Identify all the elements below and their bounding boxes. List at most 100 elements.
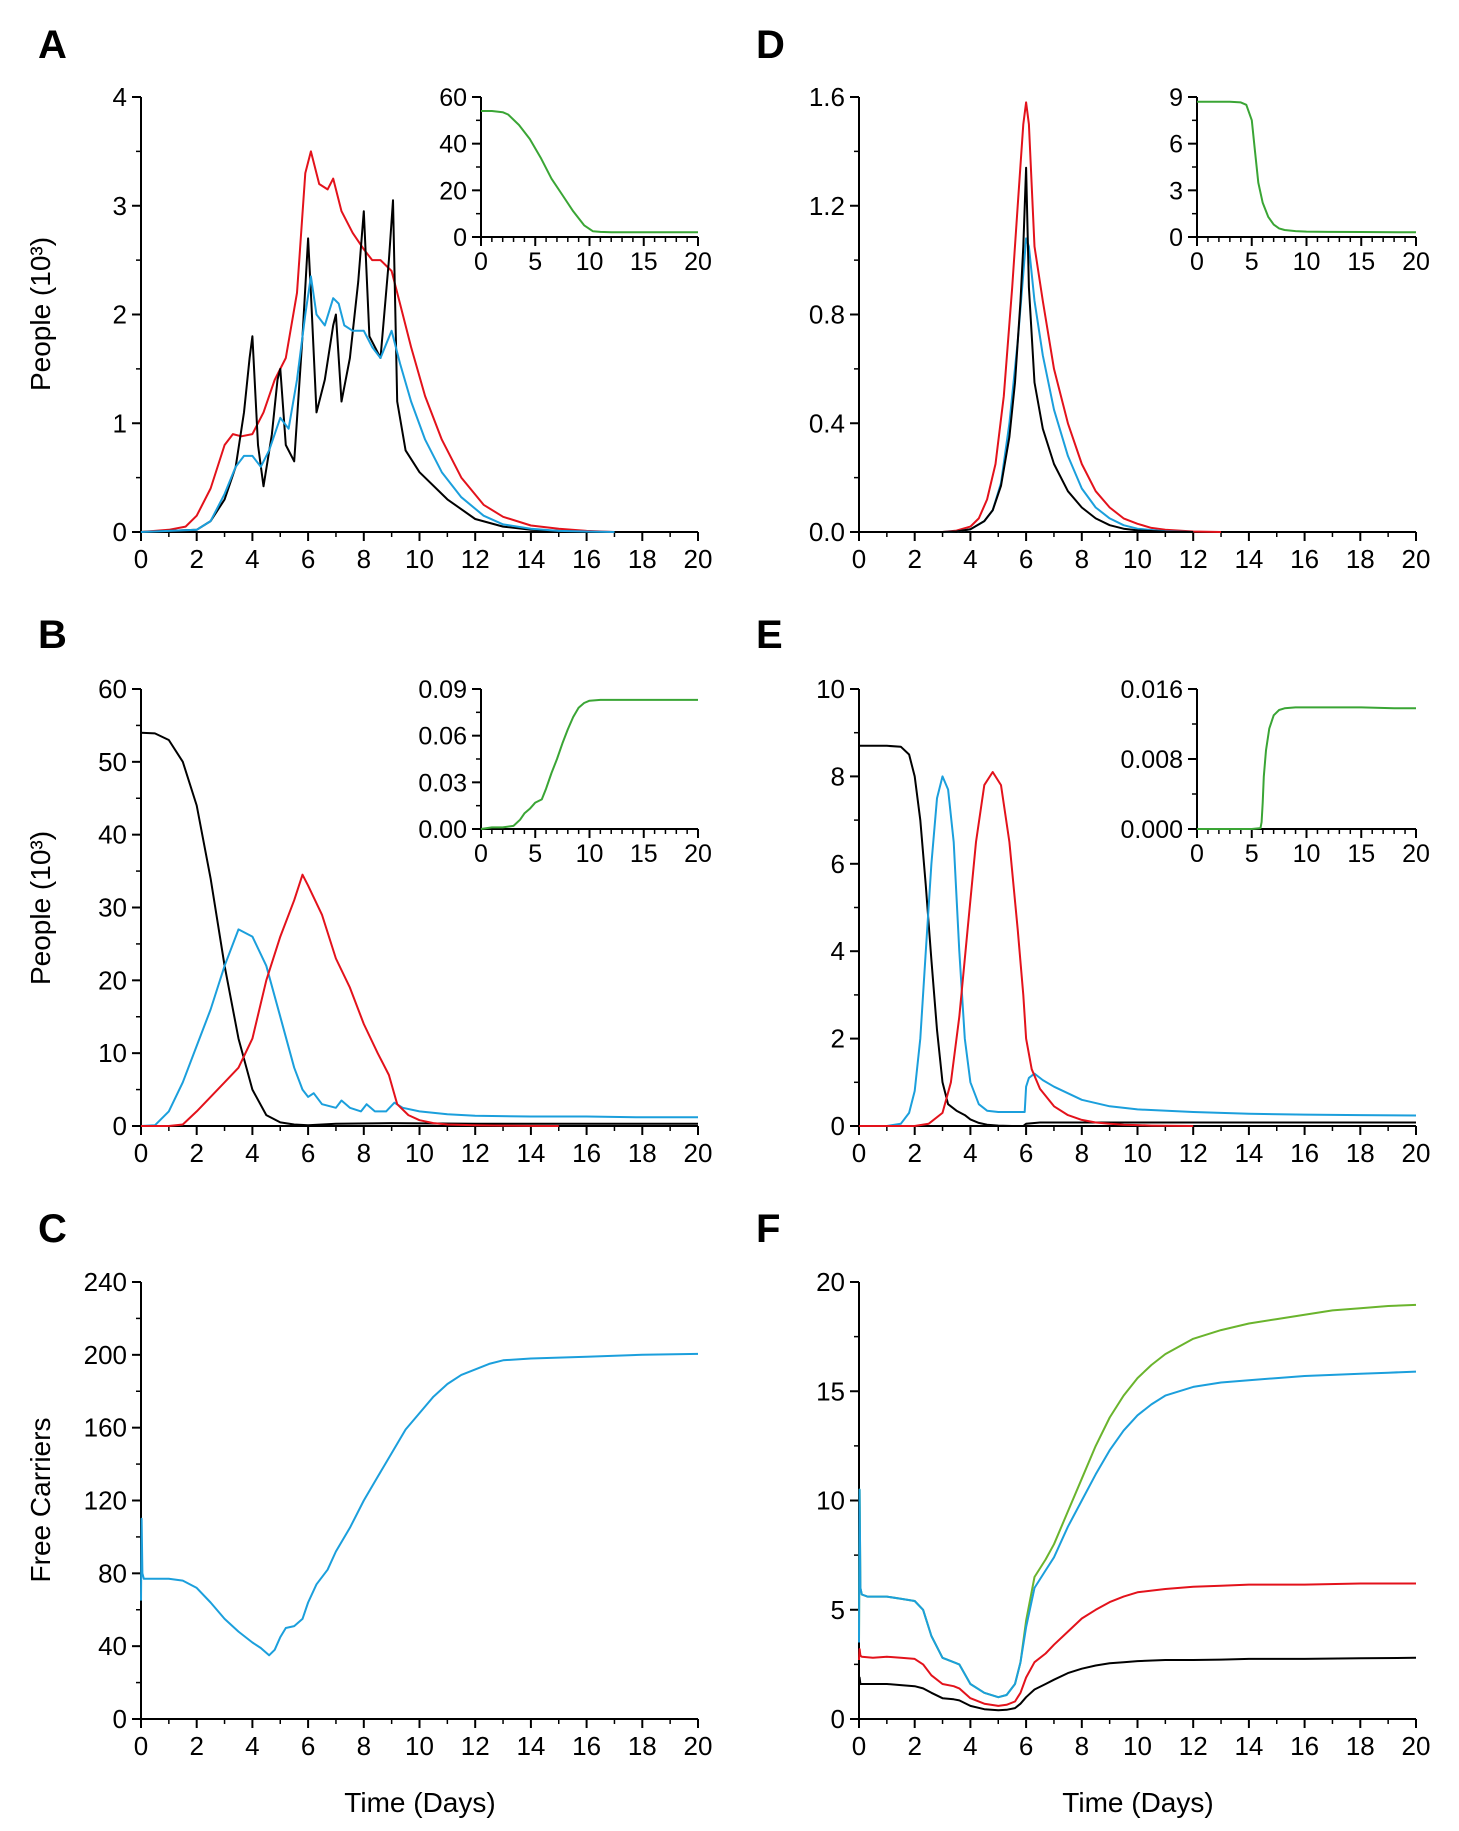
x-tick-label: 14 [516, 544, 545, 574]
x-tick-label: 10 [1123, 1731, 1152, 1761]
y-tick-label: 2 [113, 300, 127, 330]
y-axis-label: People (10³) [25, 831, 56, 985]
x-tick-label: 20 [684, 1731, 713, 1761]
inset-y-tick-label: 3 [1169, 177, 1183, 205]
x-tick-label: 12 [461, 1731, 490, 1761]
x-tick-label: 4 [963, 1138, 977, 1168]
series-blue-line [859, 237, 1194, 533]
inset-y-tick-label: 6 [1169, 131, 1183, 159]
inset-y-tick-label: 0.09 [418, 676, 467, 704]
panel-d: D 0 2 4 6 8 10 12 14 16 18 20 0.0 0.4 0.8 1.2 1.6 0 5 10 15 2… [756, 23, 1436, 574]
y-tick-label: 15 [816, 1376, 845, 1406]
panel-label: B [38, 613, 67, 657]
y-tick-label: 1.2 [809, 191, 845, 221]
x-tick-label: 4 [245, 1138, 259, 1168]
inset-x-tick-label: 10 [576, 840, 604, 868]
series-red-line [859, 771, 1194, 1127]
y-tick-label: 80 [98, 1558, 127, 1588]
x-tick-label: 2 [189, 1138, 203, 1168]
x-tick-label: 2 [189, 544, 203, 574]
inset-x-tick-label: 15 [1347, 840, 1375, 868]
x-tick-label: 6 [301, 1731, 315, 1761]
y-tick-label: 10 [98, 1038, 127, 1068]
x-tick-label: 10 [1123, 544, 1152, 574]
x-tick-label: 20 [684, 1138, 713, 1168]
series-blue-line [858, 1370, 1417, 1699]
x-tick-label: 16 [572, 1138, 601, 1168]
inset-x-tick-label: 0 [1190, 248, 1204, 276]
x-tick-label: 8 [1075, 1731, 1089, 1761]
inset-x-tick-label: 10 [576, 248, 604, 276]
inset-x-tick-label: 15 [630, 840, 658, 868]
inset-x-tick-label: 20 [1402, 248, 1430, 276]
inset-x-tick-label: 0 [1190, 840, 1204, 868]
inset-y-tick-label: 9 [1169, 84, 1183, 112]
x-tick-label: 14 [516, 1731, 545, 1761]
x-axis-label: Time (Days) [344, 1787, 495, 1818]
inset-x-tick-label: 10 [1293, 840, 1321, 868]
y-tick-label: 0.8 [809, 300, 845, 330]
x-tick-label: 16 [572, 544, 601, 574]
x-tick-label: 16 [572, 1731, 601, 1761]
inset-x-tick-label: 20 [1402, 840, 1430, 868]
inset-y-tick-label: 0.03 [418, 769, 467, 797]
y-tick-label: 160 [84, 1413, 127, 1443]
x-tick-label: 10 [405, 1138, 434, 1168]
x-tick-label: 0 [852, 544, 866, 574]
inset-chart: 0 5 10 15 20 0 20 40 60 [401, 77, 718, 277]
series-black-line [140, 199, 587, 533]
inset-y-tick-label: 0 [453, 224, 467, 252]
panel-label: F [756, 1207, 780, 1251]
y-tick-label: 6 [831, 849, 845, 879]
series-black-line [859, 166, 1194, 533]
panel-label: E [756, 613, 783, 657]
x-tick-label: 2 [907, 1138, 921, 1168]
series-red-line [859, 101, 1222, 533]
x-tick-label: 20 [1402, 1138, 1431, 1168]
x-tick-label: 6 [301, 1138, 315, 1168]
x-tick-label: 14 [516, 1138, 545, 1168]
x-tick-label: 0 [134, 1731, 148, 1761]
y-tick-label: 3 [113, 191, 127, 221]
series-blue-line [859, 775, 1417, 1127]
series-red-line [858, 1582, 1416, 1707]
panel-e: E 0 2 4 6 8 10 12 14 16 18 20 0 2 4 6 8 10 0 5 10 15 20 0.000 0.… [756, 613, 1436, 1168]
x-tick-label: 10 [405, 544, 434, 574]
inset-y-tick-label: 0.008 [1120, 746, 1183, 774]
inset-y-tick-label: 40 [439, 131, 467, 159]
inset-y-tick-label: 60 [439, 84, 467, 112]
y-tick-label: 20 [98, 965, 127, 995]
x-tick-label: 10 [1123, 1138, 1152, 1168]
y-axis-label: Free Carriers [25, 1418, 56, 1583]
x-tick-label: 4 [245, 544, 259, 574]
y-tick-label: 0.0 [809, 517, 845, 547]
x-tick-label: 18 [628, 1731, 657, 1761]
y-tick-label: 0 [113, 1704, 127, 1734]
y-tick-label: 5 [831, 1595, 845, 1625]
x-tick-label: 20 [1402, 1731, 1431, 1761]
y-tick-label: 0 [113, 517, 127, 547]
x-tick-label: 18 [628, 1138, 657, 1168]
x-tick-label: 4 [245, 1731, 259, 1761]
series-blue-line [140, 275, 615, 533]
y-tick-label: 0 [831, 1704, 845, 1734]
x-tick-label: 8 [357, 544, 371, 574]
y-tick-label: 60 [98, 674, 127, 704]
x-tick-label: 4 [963, 1731, 977, 1761]
x-tick-label: 14 [1234, 544, 1263, 574]
y-tick-label: 10 [816, 674, 845, 704]
panel-f: F Time (Days) 0 2 4 6 8 10 12 14 16 18 20 0 5 10 15 20 [756, 1207, 1430, 1818]
x-tick-label: 16 [1290, 544, 1319, 574]
y-tick-label: 40 [98, 820, 127, 850]
panel-label: A [38, 23, 67, 67]
x-tick-label: 0 [134, 1138, 148, 1168]
series-black-line [859, 744, 1416, 1127]
panel-c: C Free Carriers Time (Days) 0 2 4 6 8 10 12 14 16 18… [25, 1207, 712, 1818]
inset-x-tick-label: 0 [474, 840, 488, 868]
y-tick-label: 0.4 [809, 408, 845, 438]
x-tick-label: 8 [1075, 544, 1089, 574]
inset-x-tick-label: 5 [528, 248, 542, 276]
inset-background [401, 77, 718, 277]
